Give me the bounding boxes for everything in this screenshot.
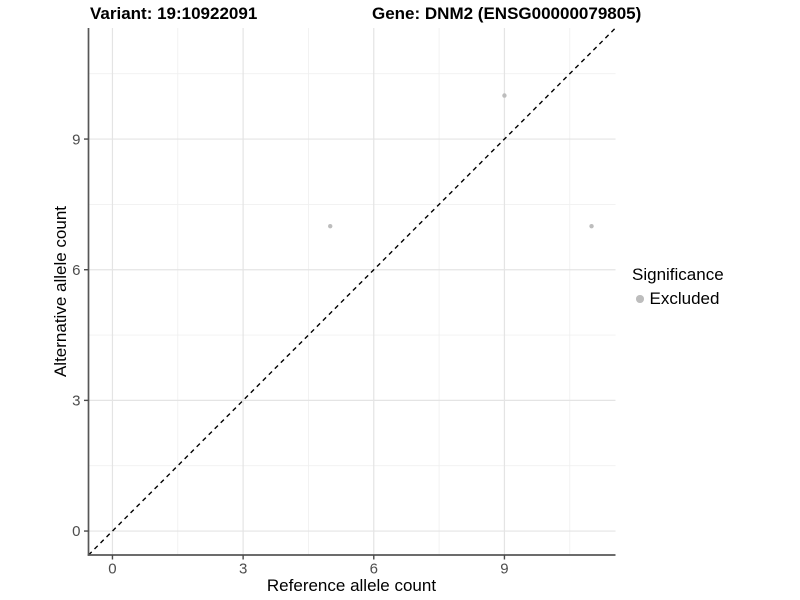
plot-title-gene: Gene: DNM2 (ENSG00000079805) xyxy=(372,4,642,23)
x-tick-label: 9 xyxy=(500,561,508,578)
x-tick-label: 0 xyxy=(108,561,116,578)
axis-tick-labels: 0 3 6 9 0 3 6 9 xyxy=(72,131,508,577)
legend-title: Significance xyxy=(632,265,724,284)
gridlines-major xyxy=(88,28,616,555)
axis-tick-marks xyxy=(84,138,506,560)
y-tick-label: 3 xyxy=(72,393,80,410)
x-axis-title: Reference allele count xyxy=(266,576,437,595)
data-points xyxy=(328,93,594,229)
data-point xyxy=(589,223,594,229)
data-point xyxy=(328,223,333,229)
plot-title-variant: Variant: 19:10922091 xyxy=(90,4,258,23)
legend-entry: Excluded xyxy=(632,289,724,309)
y-tick-label: 6 xyxy=(72,262,80,279)
x-tick-label: 3 xyxy=(239,561,247,578)
y-axis-title: Alternative allele count xyxy=(51,205,70,378)
excluded-point-icon xyxy=(636,295,644,303)
y-tick-label: 9 xyxy=(72,131,80,148)
data-point xyxy=(502,93,507,98)
y-tick-label: 0 xyxy=(72,523,80,540)
identity-line xyxy=(88,27,616,556)
x-tick-label: 6 xyxy=(370,561,378,578)
axis-lines xyxy=(87,28,616,556)
gridlines-minor xyxy=(88,28,616,555)
legend: Significance Excluded xyxy=(632,265,724,309)
legend-entry-label: Excluded xyxy=(649,289,720,308)
